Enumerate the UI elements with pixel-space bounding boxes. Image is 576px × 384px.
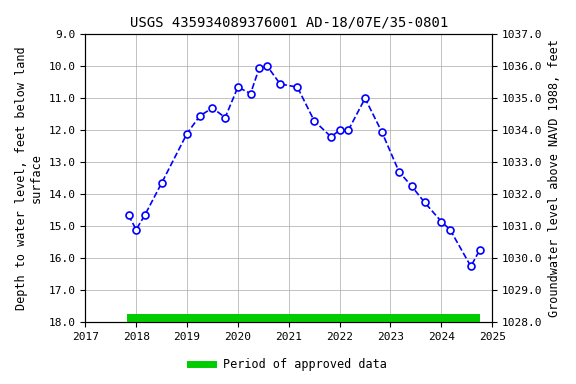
Bar bbox=[127, 314, 479, 323]
Title: USGS 435934089376001 AD-18/07E/35-0801: USGS 435934089376001 AD-18/07E/35-0801 bbox=[130, 15, 448, 29]
Legend: Period of approved data: Period of approved data bbox=[185, 354, 391, 376]
Y-axis label: Groundwater level above NAVD 1988, feet: Groundwater level above NAVD 1988, feet bbox=[548, 40, 561, 317]
Y-axis label: Depth to water level, feet below land
surface: Depth to water level, feet below land su… bbox=[15, 46, 43, 310]
